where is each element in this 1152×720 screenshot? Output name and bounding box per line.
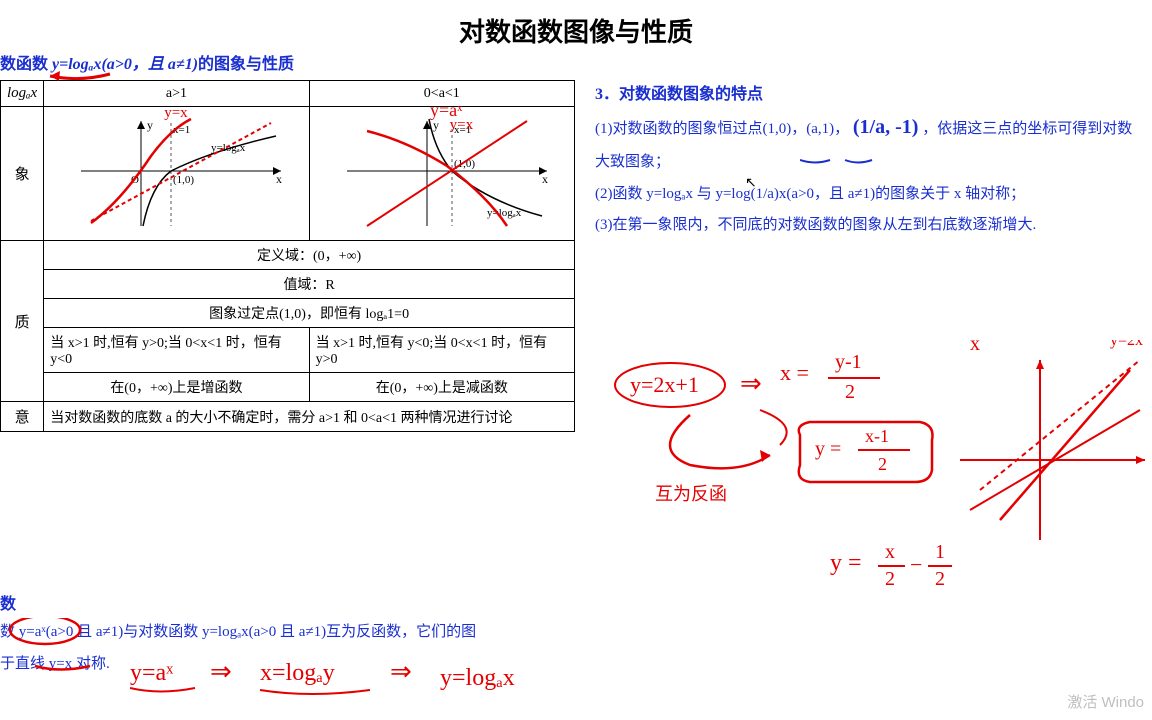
graph1-svg: x=1 y=logₐx (1,0) O x y: [61, 111, 291, 231]
row-prop-label: 质: [1, 241, 44, 402]
svg-text:互为反函: 互为反函: [655, 484, 727, 504]
sec2-label: 数: [0, 590, 700, 614]
cell-inc: 在(0，+∞)上是增函数: [44, 373, 309, 402]
svg-text:2: 2: [885, 568, 895, 590]
cell-domain: 定义域：(0，+∞): [44, 241, 575, 270]
p1b: ，依据这三点的坐标可得到对数: [922, 121, 1132, 137]
cell-mono-b: 当 x>1 时,恒有 y<0;当 0<x<1 时，恒有 y>0: [309, 328, 574, 373]
svg-text:2: 2: [845, 381, 855, 403]
right-column: 3．对数函数图象的特点 (1)对数函数的图象恒过点(1,0)，(a,1)， (1…: [595, 80, 1150, 245]
svg-text:x: x: [885, 541, 895, 563]
svg-text:y=2x+1: y=2x+1: [630, 372, 699, 397]
properties-table: logₐx a>1 0<a<1 象 x=1 y=logₐx (1,0) O x: [0, 80, 575, 432]
prop-1: (1)对数函数的图象恒过点(1,0)，(a,1)， (1/a, -1) ，依据这…: [595, 110, 1150, 144]
cell-range: 值域：R: [44, 270, 575, 299]
graph2-svg: x=1 y=logₐx (1,0) x y: [327, 111, 557, 231]
sec2-b: 于直线 y=x 对称.: [0, 652, 700, 678]
cursor-icon: ↖: [745, 175, 757, 192]
svg-text:y=2x: y=2x: [1110, 340, 1143, 349]
section1-heading: 数函数 y=logₐx(a>0，且 a≠1)的图象与性质: [0, 50, 580, 74]
row-image-label: 象: [1, 107, 44, 241]
p1a: (1)对数函数的图象恒过点(1,0)，(a,1)，: [595, 121, 849, 137]
bottom-section: 数 数 y=aˣ(a>0 且 a≠1)与对数函数 y=logₐx(a>0 且 a…: [0, 590, 700, 683]
watermark: 激活 Windo: [1067, 691, 1144, 712]
section3-heading: 3．对数函数图象的特点: [595, 80, 1150, 104]
svg-text:⇒: ⇒: [740, 369, 762, 398]
prop-3: (3)在第一象限内，不同底的对数函数的图象从左到右底数逐渐增大.: [595, 213, 1150, 239]
cell-logax: logₐx: [1, 81, 44, 107]
cell-mono-a: 当 x>1 时,恒有 y>0;当 0<x<1 时，恒有 y<0: [44, 328, 309, 373]
svg-text:(1,0): (1,0): [454, 158, 475, 170]
svg-text:x: x: [276, 172, 282, 186]
sec1-post: 的图象与性质: [198, 56, 294, 73]
svg-text:2: 2: [878, 454, 887, 474]
svg-text:x=1: x=1: [454, 124, 471, 136]
svg-text:(1,0): (1,0): [173, 174, 194, 186]
svg-text:x =: x =: [780, 360, 809, 385]
row-note-label: 意: [1, 402, 44, 432]
svg-text:y-1: y-1: [835, 351, 862, 373]
sec1-pre: 数函数: [0, 56, 52, 73]
sec2-a: 数 y=aˣ(a>0 且 a≠1)与对数函数 y=logₐx(a>0 且 a≠1…: [0, 620, 700, 646]
svg-text:y: y: [147, 118, 153, 132]
cell-note: 当对数函数的底数 a 的大小不确定时，需分 a>1 和 0<a<1 两种情况进行…: [44, 402, 575, 432]
graph-a-gt-1: x=1 y=logₐx (1,0) O x y y=x: [44, 107, 309, 241]
page-title: 对数函数图像与性质: [0, 0, 1152, 49]
svg-text:2: 2: [935, 568, 945, 590]
sec1-formula: y=logₐx(a>0，且 a≠1): [52, 56, 198, 73]
p1-paren: (1/a, -1): [853, 116, 919, 138]
svg-text:x: x: [542, 172, 548, 186]
svg-text:y =: y =: [815, 438, 841, 460]
svg-text:y: y: [433, 118, 439, 132]
left-column: 数函数 y=logₐx(a>0，且 a≠1)的图象与性质 logₐx a>1 0…: [0, 50, 580, 432]
p1c: 大致图象；: [595, 150, 1150, 176]
svg-text:y =: y =: [830, 550, 862, 576]
svg-text:x-1: x-1: [865, 426, 889, 446]
cell-a-gt-1: a>1: [44, 81, 309, 107]
txt-logax: logₐx: [7, 85, 37, 101]
cell-fixed-pt: 图象过定点(1,0)，即恒有 logₐ1=0: [44, 299, 575, 328]
prop-2: (2)函数 y=logₐx 与 y=log(1/a)x(a>0，且 a≠1)的图…: [595, 182, 1150, 208]
cell-a-lt-1: 0<a<1: [309, 81, 574, 107]
graph-a-lt-1: x=1 y=logₐx (1,0) x y y=x: [309, 107, 574, 241]
svg-text:x: x: [970, 340, 980, 355]
cell-dec: 在(0，+∞)上是减函数: [309, 373, 574, 402]
svg-text:1: 1: [935, 541, 945, 563]
svg-text:y=logₐx: y=logₐx: [487, 207, 522, 219]
svg-text:−: −: [910, 552, 922, 577]
